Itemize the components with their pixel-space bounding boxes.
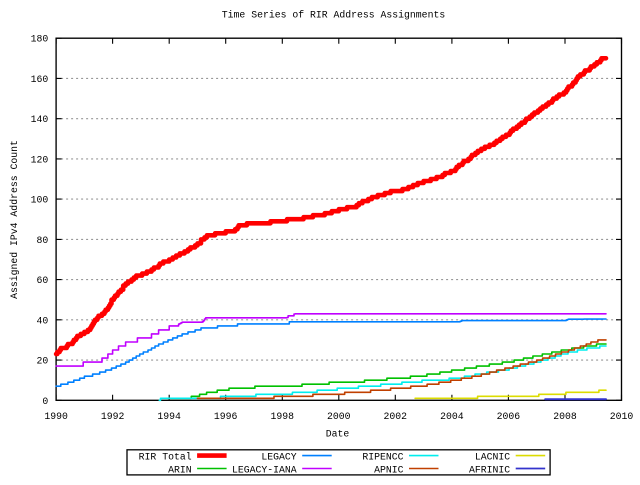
- svg-text:ARIN: ARIN: [168, 464, 192, 475]
- svg-text:180: 180: [31, 34, 49, 45]
- svg-text:120: 120: [31, 154, 49, 165]
- svg-text:20: 20: [37, 356, 49, 367]
- svg-text:AFRINIC: AFRINIC: [469, 464, 510, 475]
- svg-text:140: 140: [31, 114, 49, 125]
- svg-text:Date: Date: [326, 429, 350, 440]
- svg-text:2004: 2004: [440, 411, 464, 422]
- svg-text:2010: 2010: [610, 411, 634, 422]
- svg-text:RIR Total: RIR Total: [139, 451, 192, 462]
- svg-text:APNIC: APNIC: [374, 464, 404, 475]
- svg-text:0: 0: [42, 396, 48, 407]
- svg-text:2000: 2000: [327, 411, 351, 422]
- svg-text:40: 40: [37, 315, 49, 326]
- svg-text:RIPENCC: RIPENCC: [362, 451, 403, 462]
- svg-text:2002: 2002: [384, 411, 408, 422]
- svg-text:1998: 1998: [271, 411, 295, 422]
- svg-text:Time Series of RIR Address Ass: Time Series of RIR Address Assignments: [222, 9, 446, 20]
- svg-text:2008: 2008: [553, 411, 577, 422]
- svg-text:LEGACY: LEGACY: [261, 451, 296, 462]
- svg-text:LEGACY-IANA: LEGACY-IANA: [232, 464, 297, 475]
- svg-text:Assigned IPv4 Address Count: Assigned IPv4 Address Count: [9, 140, 20, 299]
- svg-text:1996: 1996: [214, 411, 238, 422]
- svg-text:1990: 1990: [44, 411, 68, 422]
- svg-text:2006: 2006: [497, 411, 521, 422]
- svg-text:LACNIC: LACNIC: [475, 451, 510, 462]
- svg-text:160: 160: [31, 74, 49, 85]
- svg-text:1992: 1992: [101, 411, 125, 422]
- svg-text:80: 80: [37, 235, 49, 246]
- svg-text:60: 60: [37, 275, 49, 286]
- svg-text:100: 100: [31, 195, 49, 206]
- svg-text:1994: 1994: [157, 411, 181, 422]
